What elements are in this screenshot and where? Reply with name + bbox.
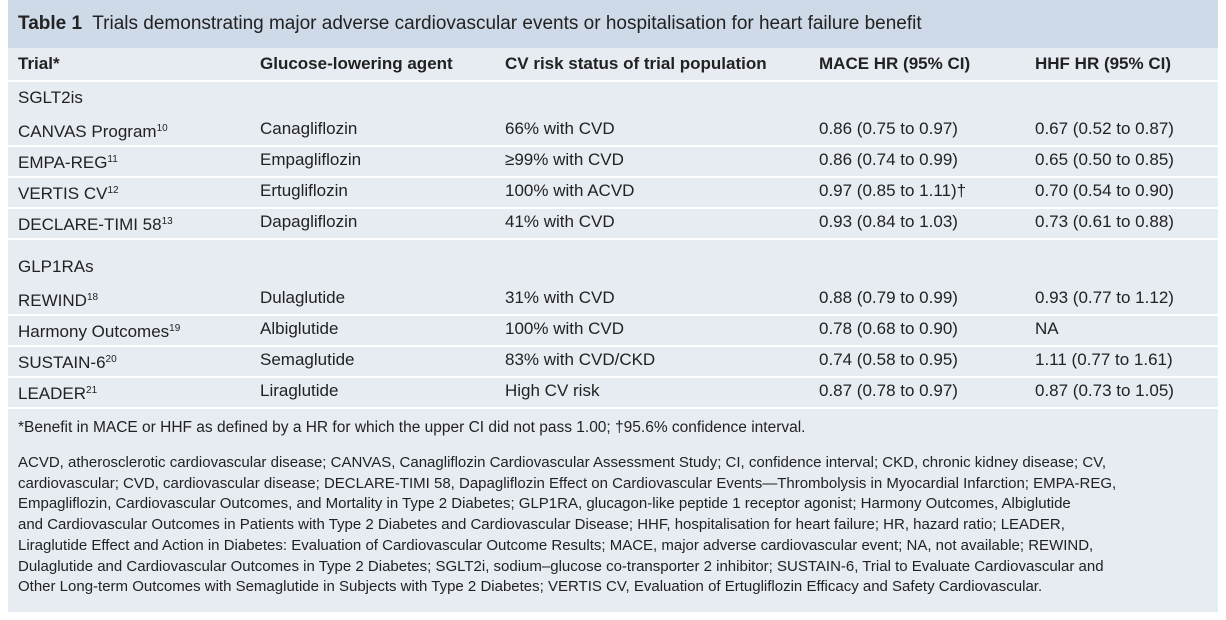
reference: 19: [169, 323, 181, 334]
table-cell: Canagliflozin: [260, 119, 358, 138]
table-cell: 0.93 (0.84 to 1.03): [819, 212, 958, 231]
table-cell: Dulaglutide: [260, 288, 346, 307]
table-title: Table 1 Trials demonstrating major adver…: [18, 14, 922, 34]
table-cell: 31% with CVD: [505, 288, 615, 307]
trial-name: VERTIS CV: [18, 184, 108, 203]
reference: 18: [86, 292, 99, 303]
row-divider: [8, 176, 1218, 178]
trial-name: REWIND: [18, 291, 87, 310]
trial-name: EMPA-REG: [18, 153, 108, 172]
row-divider: [8, 345, 1218, 347]
group-label: GLP1RAs: [18, 257, 94, 276]
column-header: CV risk status of trial population: [505, 54, 767, 73]
trial-cell: REWIND18: [18, 288, 98, 311]
reference: 11: [107, 154, 118, 165]
trial-cell: CANVAS Program10: [18, 119, 168, 142]
reference: 10: [156, 123, 168, 134]
table-cell: 0.86 (0.75 to 0.97): [819, 119, 958, 138]
trial-cell: VERTIS CV12: [18, 181, 119, 204]
trial-cell: LEADER21: [18, 381, 97, 404]
column-header: HHF HR (95% CI): [1035, 54, 1172, 73]
table-cell: 0.73 (0.61 to 0.88): [1035, 212, 1174, 231]
table-cell: Semaglutide: [260, 350, 355, 369]
trial-name: DECLARE-TIMI 58: [18, 215, 162, 234]
title-label: Table 1: [18, 13, 83, 34]
table-cell: NA: [1035, 319, 1059, 338]
table-cell: Empagliflozin: [260, 150, 362, 169]
table-cell: 0.65 (0.50 to 0.85): [1035, 150, 1174, 169]
table-cell: 0.97 (0.85 to 1.11)†: [819, 181, 967, 200]
footnote: *Benefit in MACE or HHF as defined by a …: [18, 419, 806, 436]
group-label: SGLT2is: [18, 88, 83, 107]
abbreviations-line: cardiovascular; CVD, cardiovascular dise…: [18, 474, 1117, 492]
reference: 21: [86, 385, 98, 396]
trial-name: Harmony Outcomes: [18, 322, 170, 341]
table-cell: Liraglutide: [260, 381, 339, 400]
table-cell: 41% with CVD: [505, 212, 615, 231]
reference: 13: [161, 216, 173, 227]
table-cell: 83% with CVD/CKD: [505, 350, 656, 369]
row-divider: [8, 80, 1218, 82]
abbreviations-line: Empagliflozin, Cardiovascular Outcomes, …: [18, 495, 1071, 513]
table-panel: Table 1 Trials demonstrating major adver…: [8, 0, 1218, 612]
abbreviations-line: and Cardiovascular Outcomes in Patients …: [18, 516, 1065, 534]
table-cell: 0.93 (0.77 to 1.12): [1035, 288, 1174, 307]
trial-cell: DECLARE-TIMI 5813: [18, 212, 173, 235]
trial-name: CANVAS Program: [18, 122, 157, 141]
table-cell: 0.86 (0.74 to 0.99): [819, 150, 958, 169]
reference: 12: [107, 185, 119, 196]
row-divider: [8, 376, 1218, 378]
table-cell: 0.74 (0.58 to 0.95): [819, 350, 958, 369]
row-divider: [8, 238, 1218, 240]
title-bar: Table 1 Trials demonstrating major adver…: [8, 0, 1218, 48]
row-divider: [8, 207, 1218, 209]
table-cell: 0.78 (0.68 to 0.90): [819, 319, 958, 338]
trial-cell: SUSTAIN-620: [18, 350, 117, 373]
abbreviations-line: Dulaglutide and Cardiovascular Outcomes …: [18, 557, 1104, 575]
table-cell: 100% with CVD: [505, 319, 625, 338]
table-cell: 100% with ACVD: [505, 181, 635, 200]
table-cell: 0.67 (0.52 to 0.87): [1035, 119, 1174, 138]
table-cell: High CV risk: [505, 381, 600, 400]
row-divider: [8, 314, 1218, 316]
table-cell: 0.88 (0.79 to 0.99): [819, 288, 958, 307]
trial-name: SUSTAIN-6: [18, 353, 106, 372]
column-header: Trial*: [18, 54, 60, 73]
table-cell: Ertugliflozin: [260, 181, 348, 200]
title-text: Trials demonstrating major adverse cardi…: [92, 13, 922, 34]
table-cell: 0.87 (0.78 to 0.97): [819, 381, 958, 400]
trial-name: LEADER: [18, 384, 87, 403]
trial-cell: EMPA-REG11: [18, 150, 118, 173]
row-divider: [8, 407, 1218, 409]
abbreviations-line: Liraglutide Effect and Action in Diabete…: [18, 536, 1094, 554]
table-cell: Albiglutide: [260, 319, 339, 338]
table-cell: Dapagliflozin: [260, 212, 358, 231]
table-cell: 0.87 (0.73 to 1.05): [1035, 381, 1174, 400]
column-header: MACE HR (95% CI): [819, 54, 971, 73]
table-cell: 66% with CVD: [505, 119, 615, 138]
row-divider: [8, 145, 1218, 147]
trial-cell: Harmony Outcomes19: [18, 319, 180, 342]
table-cell: 0.70 (0.54 to 0.90): [1035, 181, 1174, 200]
abbreviations-line: ACVD, atherosclerotic cardiovascular dis…: [18, 454, 1106, 471]
abbreviations-line: Other Long-term Outcomes with Semaglutid…: [18, 578, 1043, 596]
table-cell: 1.11 (0.77 to 1.61): [1035, 350, 1173, 369]
reference: 20: [105, 354, 117, 365]
column-header: Glucose-lowering agent: [260, 54, 453, 73]
table-cell: ≥99% with CVD: [505, 150, 624, 169]
